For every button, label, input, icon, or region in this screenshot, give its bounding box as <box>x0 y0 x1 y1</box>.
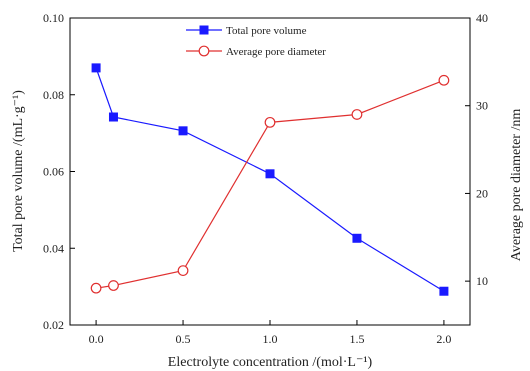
pore-diameter-point <box>264 116 276 128</box>
pore-volume-point <box>91 63 101 73</box>
pore-volume-point <box>439 286 449 296</box>
left-tick-label: 0.04 <box>43 241 64 255</box>
x-axis-ticks: 0.0 0.5 1.0 1.5 2.0 <box>89 320 451 346</box>
left-axis-title: Total pore volume /(mL·g⁻¹) <box>11 90 26 252</box>
pore-volume-point <box>108 112 118 122</box>
x-axis-title: Electrolyte concentration /(mol·L⁻¹) <box>168 355 373 370</box>
pore-diameter-point <box>351 109 363 120</box>
x-tick-label: 0.5 <box>176 332 191 346</box>
pore-diameter-point <box>177 265 189 277</box>
legend-label: Average pore diameter <box>226 46 326 58</box>
pore-volume-line <box>95 67 445 292</box>
legend: Total pore volume Average pore diameter <box>186 25 326 58</box>
left-tick-label: 0.10 <box>43 11 64 25</box>
left-tick-label: 0.08 <box>43 88 64 102</box>
left-tick-label: 0.06 <box>43 165 64 179</box>
pore-diameter-point <box>438 74 450 86</box>
x-tick-label: 1.0 <box>263 332 278 346</box>
x-tick-label: 0.0 <box>89 332 104 346</box>
pore-volume-point <box>352 233 362 243</box>
pore-volume-point <box>178 126 188 136</box>
pore-diameter-point <box>90 282 102 294</box>
right-tick-label: 20 <box>476 186 488 200</box>
left-tick-label: 0.02 <box>43 318 64 332</box>
legend-square-marker <box>199 25 209 35</box>
pore-volume-point <box>265 169 275 179</box>
right-tick-label: 10 <box>476 274 488 288</box>
series-layer <box>90 63 450 296</box>
x-tick-label: 2.0 <box>436 332 451 346</box>
pore-diameter-point <box>108 280 119 291</box>
right-tick-label: 40 <box>476 11 488 25</box>
legend-circle-marker <box>198 45 210 57</box>
left-axis-ticks: 0.02 0.04 0.06 0.08 0.10 <box>43 11 75 332</box>
right-axis-ticks: 10 20 30 40 <box>465 11 488 288</box>
pore-diameter-line <box>95 79 445 289</box>
right-axis-title: Average pore diameter /nm <box>509 109 524 262</box>
legend-label: Total pore volume <box>226 25 307 37</box>
x-tick-label: 1.5 <box>349 332 364 346</box>
right-tick-label: 30 <box>476 99 488 113</box>
